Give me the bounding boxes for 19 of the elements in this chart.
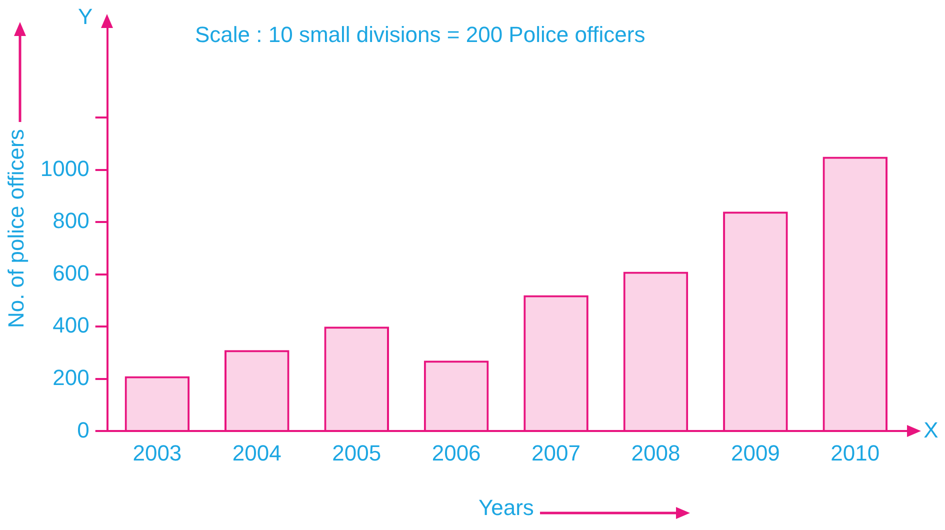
y-tick-label: 800 xyxy=(52,208,90,234)
x-tick-label: 2010 xyxy=(830,440,880,466)
x-tick-label: 2007 xyxy=(532,440,580,466)
x-tick-label: 2008 xyxy=(631,440,680,466)
chart-title: Scale : 10 small divisions = 200 Police officers xyxy=(195,22,646,48)
x-tick-label: 2004 xyxy=(232,440,282,466)
x-tick-label: 2009 xyxy=(730,440,780,466)
y-axis-title: No. of police officers xyxy=(3,129,28,328)
y-tick-label: 600 xyxy=(52,260,90,286)
x-axis-title: Years xyxy=(478,494,534,520)
y-tick-label: 1000 xyxy=(40,156,90,181)
text: Y xyxy=(78,4,93,30)
text: X xyxy=(924,417,939,442)
y-tick-label: 200 xyxy=(52,364,90,390)
y-tick-label: 0 xyxy=(77,417,90,442)
y-tick-label: 400 xyxy=(52,312,90,338)
x-tick-label: 2006 xyxy=(432,440,481,466)
x-tick-label: 2005 xyxy=(332,440,382,466)
x-tick-label: 2003 xyxy=(132,440,182,466)
